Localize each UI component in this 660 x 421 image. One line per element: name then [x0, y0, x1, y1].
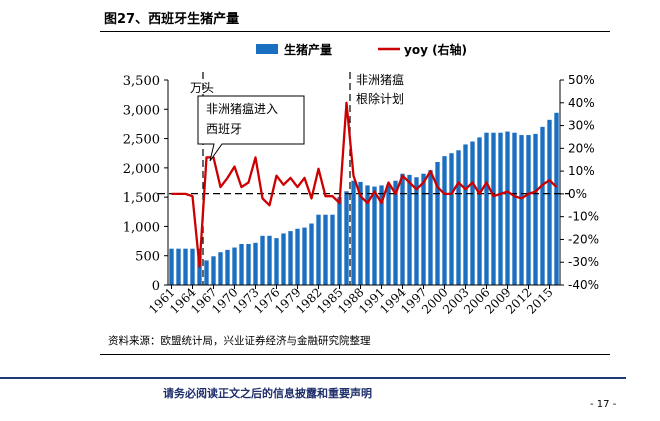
bar-2011: [519, 135, 524, 285]
bar-2012: [526, 135, 531, 285]
bar-1970: [232, 247, 237, 285]
yoy-line: [171, 101, 558, 268]
y-right-tick-label: -30%: [568, 255, 599, 269]
bar-2004: [470, 141, 475, 285]
bar-2013: [533, 133, 538, 285]
y-left-tick-label: 1,500: [123, 191, 160, 206]
bar-1963: [183, 248, 188, 285]
bar-1968: [218, 252, 223, 285]
y-left-tick-label: 3,000: [123, 103, 160, 118]
bar-2005: [477, 137, 482, 285]
bar-1994: [400, 173, 405, 285]
bar-1977: [281, 233, 286, 285]
bar-2015: [547, 119, 552, 285]
y-right-tick-label: 50%: [568, 73, 595, 87]
line-series: [171, 101, 558, 268]
bar-1975: [267, 235, 272, 285]
source-rule: [100, 354, 610, 355]
chart-legend: 生猪产量 yoy (右轴): [256, 42, 467, 57]
bar-1993: [393, 180, 398, 285]
bar-1984: [330, 214, 335, 285]
bar-1973: [253, 242, 258, 285]
bar-1982: [316, 214, 321, 285]
bar-2016: [554, 112, 559, 285]
bar-1989: [365, 185, 370, 285]
legend-bar-swatch: [256, 44, 278, 54]
axes: 0 500 1,000 1,500 2,000 2,500 3,000 3,500 -40% -3…: [123, 73, 599, 317]
bar-2003: [463, 144, 468, 285]
y-right-tick-label: 0%: [568, 187, 587, 201]
bar-1974: [260, 235, 265, 285]
bar-1969: [225, 249, 230, 285]
title-rule: [100, 31, 610, 32]
bar-1966: [204, 260, 209, 285]
bar-1988: [358, 181, 363, 285]
figure-title: 图27、西班牙生猪产量: [104, 12, 240, 27]
bar-1967: [211, 256, 216, 285]
bar-1976: [274, 238, 279, 285]
bar-2006: [484, 132, 489, 285]
bar-1991: [379, 185, 384, 285]
bar-2014: [540, 126, 545, 285]
bar-2010: [512, 132, 517, 285]
bar-1992: [386, 184, 391, 285]
bar-1996: [414, 177, 419, 285]
bar-1972: [246, 244, 251, 285]
left-unit-label: 万头: [190, 81, 214, 95]
bar-1999: [435, 162, 440, 285]
footer-rule: [0, 377, 626, 379]
bar-2002: [456, 150, 461, 285]
bar-2009: [505, 131, 510, 285]
bar-1971: [239, 244, 244, 285]
bar-1983: [323, 214, 328, 285]
y-left-tick-label: 500: [135, 250, 160, 265]
bar-1985: [337, 197, 342, 285]
y-right-tick-label: 40%: [568, 96, 595, 110]
bar-1981: [309, 223, 314, 285]
bar-1998: [428, 170, 433, 285]
y-right-tick-label: -20%: [568, 232, 599, 246]
annotations: 万头 非洲猪瘟进入 西班牙 非洲猪瘟 根除计划: [190, 72, 404, 162]
y-right-tick-label: 10%: [568, 164, 595, 178]
bar-2000: [442, 156, 447, 285]
bar-1995: [407, 174, 412, 285]
bar-2007: [491, 132, 496, 285]
bar-series: [169, 112, 559, 285]
source-note: 资料来源：欧盟统计局，兴业证券经济与金融研究院整理: [108, 335, 371, 347]
bar-1987: [351, 180, 356, 285]
bar-1986: [344, 191, 349, 285]
right-note-line-1: 非洲猪瘟: [356, 72, 404, 87]
y-left-tick-label: 1,000: [123, 220, 160, 235]
bar-1980: [302, 227, 307, 285]
bar-1962: [176, 248, 181, 285]
callout-line-1: 非洲猪瘟进入: [206, 101, 278, 116]
bar-1990: [372, 186, 377, 285]
legend-line-label: yoy (右轴): [404, 42, 467, 57]
bar-1978: [288, 231, 293, 285]
page-number: - 17 -: [590, 399, 617, 410]
callout-line-2: 西班牙: [206, 122, 242, 136]
bar-1961: [169, 248, 174, 285]
y-left-tick-label: 3,500: [123, 74, 160, 89]
right-note-line-2: 根除计划: [356, 91, 404, 106]
bar-1979: [295, 228, 300, 285]
y-right-tick-label: 30%: [568, 119, 595, 133]
legend-bar-label: 生猪产量: [284, 42, 332, 57]
y-right-tick-label: -10%: [568, 210, 599, 224]
y-left-tick-label: 2,500: [123, 133, 160, 148]
y-left-tick-label: 2,000: [123, 162, 160, 177]
bar-2001: [449, 153, 454, 285]
bar-1997: [421, 173, 426, 285]
callout-box: [197, 95, 305, 162]
y-left-tick-label: 0: [152, 279, 160, 294]
bar-1964: [190, 248, 195, 285]
y-right-tick-label: 20%: [568, 141, 595, 155]
bar-2008: [498, 132, 503, 285]
disclaimer: 请务必阅读正文之后的信息披露和重要声明: [163, 387, 372, 400]
y-right-tick-label: -40%: [568, 278, 599, 292]
pig-production-chart: 生猪产量 yoy (右轴) 0 500 1,000 1,500 2,000 2,500 3,…: [123, 42, 599, 317]
